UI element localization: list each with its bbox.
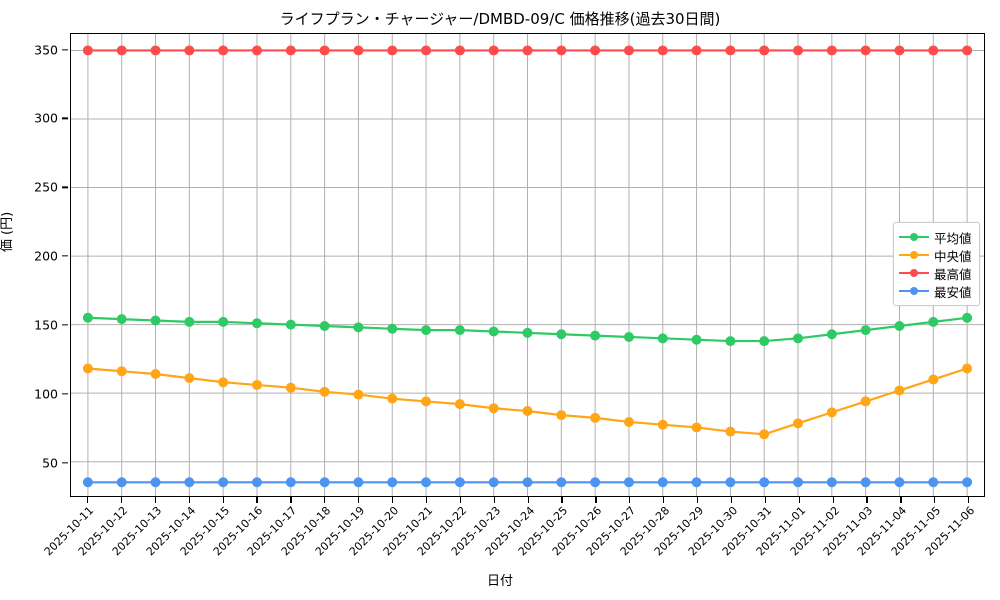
y-tick-label: 350 bbox=[34, 42, 58, 58]
series-3 bbox=[82, 45, 973, 56]
y-tick-mark bbox=[62, 48, 68, 51]
y-tick-label: 150 bbox=[34, 317, 58, 333]
x-tick-mark bbox=[968, 497, 970, 503]
x-tick-mark bbox=[832, 497, 834, 503]
x-tick-mark bbox=[391, 497, 394, 503]
x-tick-mark bbox=[663, 497, 665, 503]
y-tick-label: 100 bbox=[34, 386, 58, 402]
x-tick-mark bbox=[459, 497, 462, 503]
x-tick-mark bbox=[256, 497, 258, 503]
x-tick-mark bbox=[696, 497, 699, 503]
x-tick-mark bbox=[425, 497, 428, 503]
legend-marker-icon bbox=[899, 248, 929, 262]
y-tick-label: 300 bbox=[34, 110, 58, 126]
x-tick-mark bbox=[561, 497, 563, 503]
legend-label: 最高値 bbox=[934, 266, 972, 282]
legend-item-3[interactable]: 最高値 bbox=[899, 264, 972, 282]
x-tick-mark bbox=[324, 497, 326, 503]
series-2 bbox=[82, 363, 973, 440]
y-tick-mark bbox=[62, 393, 68, 395]
x-tick-mark bbox=[595, 497, 597, 503]
chart-legend: 平均値中央値最高値最安値 bbox=[893, 222, 980, 306]
y-tick-mark bbox=[62, 117, 68, 120]
legend-label: 平均値 bbox=[934, 230, 972, 246]
y-tick-mark bbox=[62, 255, 68, 257]
legend-marker-icon bbox=[899, 266, 929, 280]
x-tick-mark bbox=[120, 497, 123, 503]
series-1 bbox=[82, 312, 973, 347]
legend-label: 中央値 bbox=[934, 248, 972, 264]
data-series-layer bbox=[82, 45, 973, 488]
x-axis-label: 日付 bbox=[486, 574, 513, 589]
x-tick-mark bbox=[154, 497, 157, 503]
x-tick-mark bbox=[222, 497, 224, 503]
x-axis-tick-labels: 2025-10-11 2025-10-12 2025-10-13 2025-10-14… bbox=[42, 497, 985, 567]
x-tick-mark bbox=[866, 497, 868, 503]
series-4 bbox=[82, 477, 973, 488]
x-tick-mark bbox=[798, 497, 800, 503]
x-tick-mark bbox=[358, 497, 360, 503]
y-tick-label: 200 bbox=[34, 248, 58, 264]
x-tick-mark bbox=[493, 497, 495, 503]
y-tick-mark bbox=[62, 324, 68, 326]
legend-label: 最安値 bbox=[934, 284, 972, 300]
x-tick-mark bbox=[900, 497, 902, 503]
x-tick-mark bbox=[86, 497, 89, 503]
legend-marker-icon bbox=[899, 284, 929, 298]
x-tick-mark bbox=[188, 497, 190, 503]
y-axis-tick-labels: 50 100 150 200 250 300 350 bbox=[0, 33, 58, 497]
x-tick-mark bbox=[764, 497, 767, 503]
x-tick-mark bbox=[629, 497, 631, 503]
legend-marker-icon bbox=[899, 230, 929, 244]
chart-title: ライフプラン・チャージャー/DMBD-09/C 価格推移(過去30日間) bbox=[279, 10, 721, 28]
legend-item-1[interactable]: 平均値 bbox=[899, 228, 972, 246]
x-tick-mark bbox=[934, 497, 936, 503]
y-tick-mark bbox=[62, 186, 68, 188]
x-tick-mark bbox=[290, 497, 292, 503]
legend-item-2[interactable]: 中央値 bbox=[899, 246, 972, 264]
y-tick-label: 50 bbox=[42, 455, 58, 471]
legend-item-4[interactable]: 最安値 bbox=[899, 282, 972, 300]
y-tick-label: 250 bbox=[34, 179, 58, 195]
x-tick-mark bbox=[527, 497, 529, 503]
plot-area bbox=[70, 33, 985, 497]
x-tick-mark bbox=[730, 497, 733, 503]
y-tick-mark bbox=[62, 461, 68, 464]
